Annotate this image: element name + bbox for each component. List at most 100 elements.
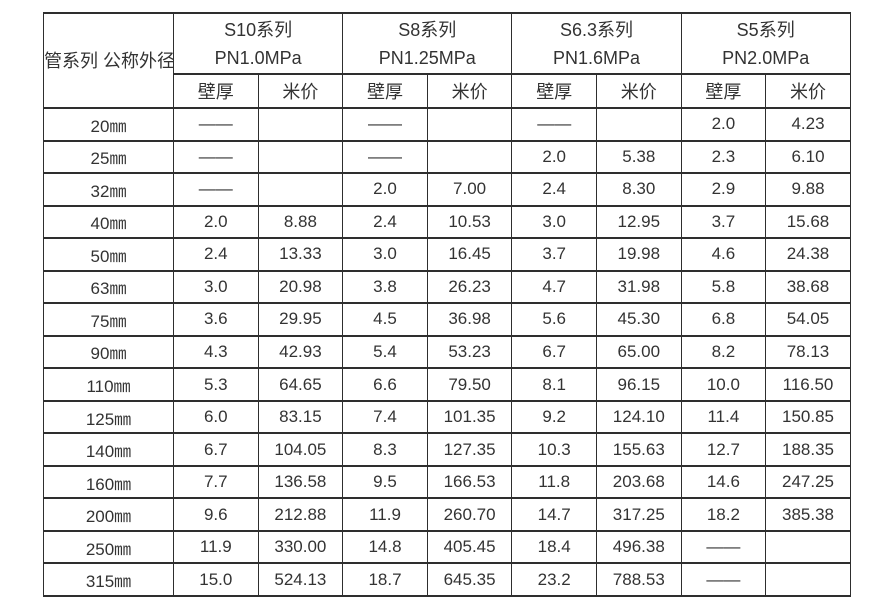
cell-price-per-meter: 29.95 <box>257 302 344 337</box>
cell-wall-thickness: 4.6 <box>680 237 767 272</box>
cell-wall-thickness: 5.8 <box>680 269 767 305</box>
cell-wall-thickness: 10.3 <box>511 432 597 467</box>
cell-wall-thickness: 8.2 <box>680 334 767 370</box>
row-diameter-label: 20㎜ <box>43 107 174 142</box>
cell-wall-thickness: —— <box>680 562 767 597</box>
cell-wall-thickness: 15.0 <box>173 562 259 597</box>
corner-header-cell: 管系列 公称外径 <box>43 12 174 109</box>
table-row: 25㎜ —— —— 2.0 5.38 2.3 6.10 <box>43 139 851 175</box>
series-header-s10: S10系列 PN1.0MPa <box>172 12 344 75</box>
cell-price-per-meter <box>765 562 851 597</box>
cell-wall-thickness: 6.7 <box>511 334 597 370</box>
cell-wall-thickness: 2.4 <box>511 172 597 207</box>
series-header-row: 管系列 公称外径 S10系列 PN1.0MPa S8系列 PN1.25MPa S… <box>43 12 851 109</box>
cell-wall-thickness: —— <box>342 139 428 175</box>
series-name: S5系列 <box>736 19 795 40</box>
cell-price-per-meter: 20.98 <box>257 269 344 305</box>
series-name: S6.3系列 <box>559 19 633 40</box>
cell-price-per-meter: 8.88 <box>257 204 344 240</box>
row-diameter-label: 250㎜ <box>43 529 174 565</box>
cell-wall-thickness: 9.2 <box>511 399 597 435</box>
series-pressure: PN1.25MPa <box>378 47 476 68</box>
cell-price-per-meter: 36.98 <box>426 302 513 337</box>
cell-wall-thickness: 3.0 <box>342 237 428 272</box>
cell-price-per-meter <box>426 107 513 142</box>
row-diameter-label: 200㎜ <box>43 497 174 532</box>
cell-price-per-meter: 317.25 <box>595 497 682 532</box>
cell-wall-thickness: —— <box>342 107 428 142</box>
cell-price-per-meter: 45.30 <box>595 302 682 337</box>
cell-price-per-meter <box>257 139 344 175</box>
table-row: 40㎜ 2.0 8.88 2.4 10.53 3.0 12.95 3.7 15.… <box>43 204 851 240</box>
corner-header-line1: 管系列 <box>44 50 99 71</box>
cell-wall-thickness: 4.3 <box>173 334 259 370</box>
cell-price-per-meter: 101.35 <box>426 399 513 435</box>
table-row: 63㎜ 3.0 20.98 3.8 26.23 4.7 31.98 5.8 38… <box>43 269 851 305</box>
cell-wall-thickness: 2.0 <box>173 204 259 240</box>
cell-price-per-meter: 188.35 <box>765 432 851 467</box>
row-diameter-label: 140㎜ <box>43 432 174 467</box>
cell-price-per-meter <box>765 529 851 565</box>
cell-price-per-meter: 15.68 <box>765 204 851 240</box>
cell-wall-thickness: 3.7 <box>680 204 767 240</box>
cell-price-per-meter: 247.25 <box>765 464 851 500</box>
cell-wall-thickness: 3.6 <box>173 302 259 337</box>
row-diameter-label: 110㎜ <box>43 367 174 402</box>
table-row: 110㎜ 5.3 64.65 6.6 79.50 8.1 96.15 10.0 … <box>43 367 851 402</box>
table-row: 75㎜ 3.6 29.95 4.5 36.98 5.6 45.30 6.8 54… <box>43 302 851 337</box>
cell-price-per-meter: 19.98 <box>595 237 682 272</box>
cell-wall-thickness: 2.0 <box>680 107 767 142</box>
cell-wall-thickness: 3.0 <box>173 269 259 305</box>
row-diameter-label: 125㎜ <box>43 399 174 435</box>
cell-wall-thickness: —— <box>173 139 259 175</box>
cell-wall-thickness: 9.5 <box>342 464 428 500</box>
cell-wall-thickness: 14.6 <box>680 464 767 500</box>
cell-wall-thickness: —— <box>173 172 259 207</box>
row-diameter-label: 32㎜ <box>43 172 174 207</box>
subheader-price-per-meter: 米价 <box>426 73 513 109</box>
table-row: 250㎜ 11.9 330.00 14.8 405.45 18.4 496.38… <box>43 529 851 565</box>
table-row: 140㎜ 6.7 104.05 8.3 127.35 10.3 155.63 1… <box>43 432 851 467</box>
cell-wall-thickness: 6.7 <box>173 432 259 467</box>
cell-wall-thickness: 2.4 <box>342 204 428 240</box>
cell-price-per-meter: 260.70 <box>426 497 513 532</box>
cell-price-per-meter <box>257 107 344 142</box>
table-row: 32㎜ —— 2.0 7.00 2.4 8.30 2.9 9.88 <box>43 172 851 207</box>
cell-price-per-meter <box>257 172 344 207</box>
cell-wall-thickness: 2.9 <box>680 172 767 207</box>
cell-price-per-meter: 645.35 <box>426 562 513 597</box>
table-row: 50㎜ 2.4 13.33 3.0 16.45 3.7 19.98 4.6 24… <box>43 237 851 272</box>
cell-price-per-meter: 53.23 <box>426 334 513 370</box>
table-row: 125㎜ 6.0 83.15 7.4 101.35 9.2 124.10 11.… <box>43 399 851 435</box>
cell-price-per-meter: 64.65 <box>257 367 344 402</box>
cell-price-per-meter: 405.45 <box>426 529 513 565</box>
table-body: 20㎜ —— —— —— 2.0 4.23 25㎜ —— —— 2.0 5.38… <box>43 107 851 597</box>
cell-price-per-meter: 24.38 <box>765 237 851 272</box>
cell-wall-thickness: 4.7 <box>511 269 597 305</box>
table-row: 315㎜ 15.0 524.13 18.7 645.35 23.2 788.53… <box>43 562 851 597</box>
cell-wall-thickness: 10.0 <box>680 367 767 402</box>
row-diameter-label: 90㎜ <box>43 334 174 370</box>
cell-price-per-meter: 127.35 <box>426 432 513 467</box>
subheader-wall-thickness: 壁厚 <box>680 73 767 109</box>
cell-price-per-meter: 38.68 <box>765 269 851 305</box>
cell-wall-thickness: —— <box>173 107 259 142</box>
cell-price-per-meter: 10.53 <box>426 204 513 240</box>
series-header-s8: S8系列 PN1.25MPa <box>342 12 513 75</box>
cell-wall-thickness: 5.4 <box>342 334 428 370</box>
cell-price-per-meter: 6.10 <box>765 139 851 175</box>
cell-wall-thickness: 18.2 <box>680 497 767 532</box>
cell-price-per-meter <box>426 139 513 175</box>
cell-wall-thickness: 7.4 <box>342 399 428 435</box>
cell-wall-thickness: 5.6 <box>511 302 597 337</box>
table-row: 160㎜ 7.7 136.58 9.5 166.53 11.8 203.68 1… <box>43 464 851 500</box>
subheader-wall-thickness: 壁厚 <box>342 73 428 109</box>
cell-wall-thickness: 9.6 <box>173 497 259 532</box>
cell-price-per-meter: 496.38 <box>595 529 682 565</box>
cell-wall-thickness: 11.9 <box>342 497 428 532</box>
cell-price-per-meter: 7.00 <box>426 172 513 207</box>
cell-price-per-meter: 31.98 <box>595 269 682 305</box>
cell-price-per-meter: 104.05 <box>257 432 344 467</box>
cell-wall-thickness: 5.3 <box>173 367 259 402</box>
